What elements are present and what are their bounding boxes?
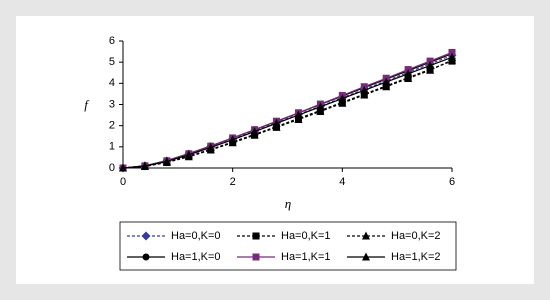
panel — [16, 16, 534, 284]
marker — [316, 106, 325, 115]
y-tick-label: 6 — [109, 35, 115, 47]
marker — [426, 61, 435, 70]
marker — [250, 127, 259, 136]
legend-label: Ha=1,K=1 — [281, 251, 331, 263]
marker — [448, 52, 456, 61]
marker — [272, 118, 281, 127]
marker — [228, 135, 237, 144]
marker — [272, 122, 281, 131]
marker — [294, 115, 303, 124]
marker — [338, 94, 347, 103]
marker — [382, 77, 391, 86]
marker — [316, 102, 325, 111]
x-tick-label: 6 — [449, 176, 455, 188]
marker — [184, 150, 193, 159]
legend-box — [119, 221, 457, 271]
marker — [360, 90, 369, 99]
marker — [141, 231, 151, 241]
x-axis-title: η — [285, 196, 291, 211]
legend-label: Ha=0,K=0 — [171, 230, 221, 242]
y-axis-title: f — [84, 97, 90, 112]
x-tick-label: 4 — [339, 176, 345, 188]
y-tick-label: 0 — [109, 162, 115, 174]
marker — [362, 252, 370, 261]
marker — [206, 142, 215, 151]
marker — [404, 73, 413, 82]
marker — [252, 253, 260, 261]
x-tick-label: 0 — [120, 176, 126, 188]
y-tick-label: 2 — [109, 120, 115, 132]
marker — [162, 156, 171, 165]
marker — [404, 69, 413, 78]
marker — [119, 163, 127, 172]
series-line — [122, 56, 453, 169]
marker — [142, 253, 150, 261]
series-line — [122, 59, 453, 169]
legend-label: Ha=0,K=1 — [281, 230, 331, 242]
x-tick-label: 2 — [230, 176, 236, 188]
marker — [382, 82, 391, 91]
y-tick-label: 4 — [109, 77, 115, 89]
y-tick-label: 5 — [109, 56, 115, 68]
legend-label: Ha=0,K=2 — [391, 230, 441, 242]
marker — [426, 65, 435, 74]
marker — [448, 48, 456, 56]
marker — [294, 110, 303, 119]
y-tick-label: 3 — [109, 98, 115, 110]
marker — [338, 98, 347, 107]
legend-label: Ha=1,K=2 — [391, 251, 441, 263]
marker — [252, 232, 260, 240]
legend-label: Ha=1,K=0 — [171, 251, 221, 263]
marker — [362, 231, 370, 240]
y-tick-label: 1 — [109, 141, 115, 153]
marker — [140, 161, 149, 170]
marker — [360, 85, 369, 94]
series-line — [122, 51, 453, 169]
